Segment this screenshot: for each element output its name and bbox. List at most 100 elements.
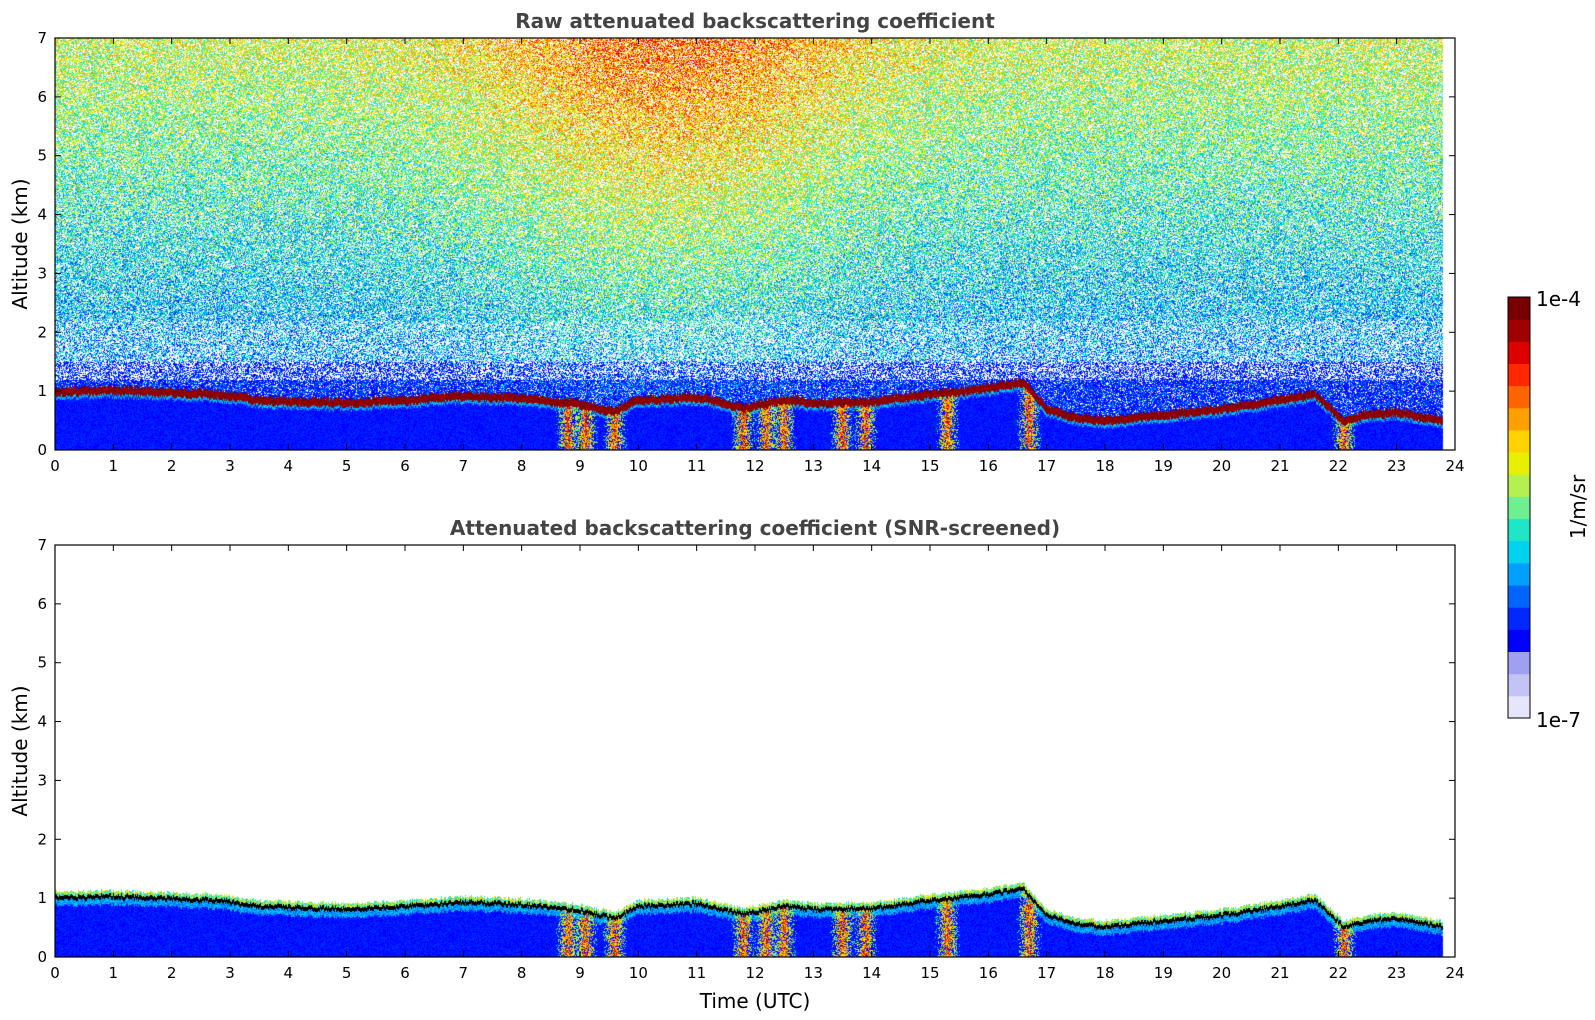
x-tick-label: 21 — [1270, 964, 1289, 982]
x-tick-label: 13 — [804, 964, 823, 982]
x-tick-label: 7 — [459, 964, 469, 982]
y-tick-label: 4 — [37, 713, 47, 731]
x-tick-label: 17 — [1037, 457, 1056, 475]
x-tick-label: 3 — [225, 457, 235, 475]
x-tick-label: 1 — [109, 964, 119, 982]
x-tick-label: 9 — [575, 964, 585, 982]
x-tick-label: 4 — [284, 964, 294, 982]
x-tick-label: 6 — [400, 964, 410, 982]
x-tick-label: 24 — [1445, 964, 1464, 982]
x-tick-label: 2 — [167, 964, 177, 982]
x-tick-label: 11 — [687, 457, 706, 475]
y-tick-label: 5 — [37, 147, 47, 165]
x-tick-label: 0 — [50, 964, 60, 982]
y-tick-label: 2 — [37, 830, 47, 848]
x-tick-label: 10 — [629, 457, 648, 475]
colorbar-band — [1508, 607, 1530, 630]
x-tick-label: 20 — [1212, 457, 1231, 475]
y-axis-label: Altitude (km) — [8, 178, 32, 309]
y-tick-label: 0 — [37, 948, 47, 966]
colorbar-min-label: 1e-7 — [1536, 708, 1581, 732]
heatmap-raster — [55, 38, 1455, 450]
y-tick-label: 3 — [37, 264, 47, 282]
chart-title: Raw attenuated backscattering coefficien… — [515, 9, 995, 33]
colorbar-band — [1508, 363, 1530, 387]
colorbar-band — [1508, 474, 1530, 497]
x-tick-label: 17 — [1037, 964, 1056, 982]
y-tick-label: 4 — [37, 206, 47, 224]
x-tick-label: 14 — [862, 457, 881, 475]
colorbar: 1e-4 1e-7 1/m/sr — [1507, 287, 1590, 732]
chart-title: Attenuated backscattering coefficient (S… — [450, 516, 1060, 540]
x-axis-label: Time (UTC) — [699, 989, 811, 1013]
colorbar-band — [1508, 452, 1530, 475]
x-tick-label: 7 — [459, 457, 469, 475]
y-axis-ticks: 0 1 2 3 4 5 6 7 — [37, 536, 1455, 966]
x-tick-label: 12 — [745, 964, 764, 982]
x-tick-label: 20 — [1212, 964, 1231, 982]
heatmap-raster — [55, 545, 1455, 957]
y-tick-label: 0 — [37, 441, 47, 459]
y-tick-label: 5 — [37, 654, 47, 672]
colorbar-band — [1508, 429, 1530, 453]
colorbar-unit-label: 1/m/sr — [1566, 474, 1590, 539]
x-tick-label: 21 — [1270, 457, 1289, 475]
x-tick-label: 18 — [1095, 964, 1114, 982]
y-axis-label: Altitude (km) — [8, 685, 32, 816]
colorbar-band — [1508, 319, 1530, 342]
x-tick-label: 5 — [342, 964, 352, 982]
colorbar-band — [1508, 695, 1530, 719]
colorbar-band — [1508, 629, 1530, 653]
y-tick-label: 7 — [37, 536, 47, 554]
heatmap-image — [55, 545, 1455, 957]
colorbar-band — [1508, 496, 1530, 520]
y-tick-label: 6 — [37, 88, 47, 106]
x-tick-label: 9 — [575, 457, 585, 475]
x-tick-label: 3 — [225, 964, 235, 982]
y-tick-label: 3 — [37, 771, 47, 789]
colorbar-band — [1508, 518, 1530, 542]
colorbar-frame — [1507, 296, 1531, 719]
x-tick-label: 5 — [342, 457, 352, 475]
x-tick-label: 13 — [804, 457, 823, 475]
x-tick-label: 22 — [1329, 964, 1348, 982]
x-tick-label: 22 — [1329, 457, 1348, 475]
colorbar-band — [1508, 297, 1530, 320]
y-tick-label: 1 — [37, 889, 47, 907]
colorbar-band — [1508, 562, 1530, 586]
colorbar-band — [1508, 341, 1530, 364]
x-tick-label: 6 — [400, 457, 410, 475]
x-tick-label: 12 — [745, 457, 764, 475]
y-tick-label: 7 — [37, 29, 47, 47]
x-tick-label: 1 — [109, 457, 119, 475]
x-tick-label: 18 — [1095, 457, 1114, 475]
colorbar-band — [1508, 651, 1530, 675]
y-tick-label: 6 — [37, 595, 47, 613]
x-tick-label: 14 — [862, 964, 881, 982]
panel-snr-screened: Attenuated backscattering coefficient (S… — [8, 516, 1465, 1013]
x-tick-label: 16 — [979, 457, 998, 475]
x-tick-label: 10 — [629, 964, 648, 982]
x-tick-label: 23 — [1387, 457, 1406, 475]
colorbar-gradient — [1508, 297, 1530, 719]
x-tick-label: 24 — [1445, 457, 1464, 475]
colorbar-band — [1508, 385, 1530, 409]
x-axis-ticks: 0 1 2 3 4 5 6 7 8 9 10 11 12 13 14 15 16 17 18 19 20 21 22 23 24 — [50, 38, 1465, 475]
y-axis-ticks: 0 1 2 3 4 5 6 7 — [37, 29, 1455, 459]
y-tick-label: 1 — [37, 382, 47, 400]
x-tick-label: 8 — [517, 964, 527, 982]
x-tick-label: 11 — [687, 964, 706, 982]
x-tick-label: 2 — [167, 457, 177, 475]
heatmap-image — [55, 38, 1455, 450]
x-axis-ticks: 0 1 2 3 4 5 6 7 8 9 10 11 12 13 14 15 16 17 18 19 20 21 22 23 24 — [50, 545, 1465, 982]
x-tick-label: 23 — [1387, 964, 1406, 982]
x-tick-label: 19 — [1154, 964, 1173, 982]
colorbar-band — [1508, 585, 1530, 608]
x-tick-label: 19 — [1154, 457, 1173, 475]
x-tick-label: 4 — [284, 457, 294, 475]
y-tick-label: 2 — [37, 323, 47, 341]
panel-raw-backscatter: Raw attenuated backscattering coefficien… — [8, 9, 1465, 475]
x-tick-label: 8 — [517, 457, 527, 475]
x-tick-label: 15 — [920, 457, 939, 475]
